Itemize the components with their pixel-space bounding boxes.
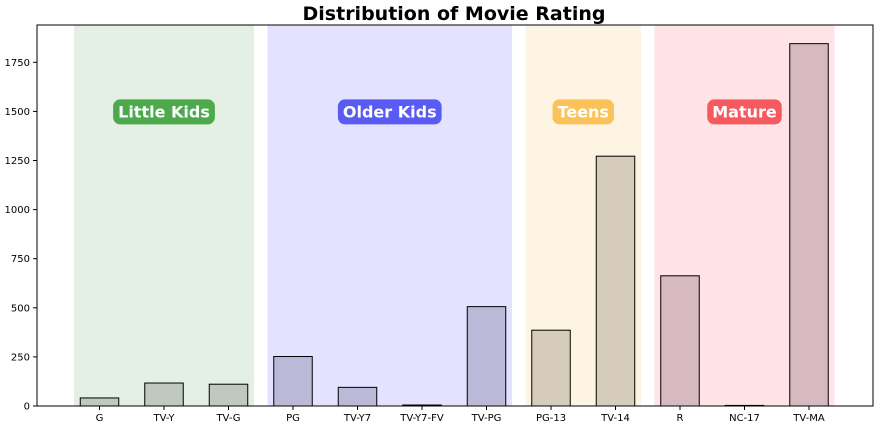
- y-tick-label-1500: 1500: [5, 107, 30, 118]
- bar-tv-ma: [789, 43, 829, 407]
- y-tick-label-1250: 1250: [5, 156, 30, 167]
- bar-pg: [273, 356, 313, 407]
- x-tick-label-tv-14: TV-14: [600, 413, 630, 424]
- x-tick-label-tv-y: TV-Y: [153, 413, 176, 424]
- x-tick-label-g: G: [96, 413, 104, 424]
- x-tick-label-tv-y7-fv: TV-Y7-FV: [399, 413, 444, 424]
- bar-g: [79, 397, 120, 407]
- chart-title: Distribution of Movie Rating: [303, 3, 606, 25]
- y-tick-label-1000: 1000: [5, 205, 30, 216]
- group-label-text-2: Teens: [558, 102, 609, 121]
- bar-r: [660, 275, 700, 407]
- bar-tv-g: [208, 383, 249, 407]
- y-tick-label-1750: 1750: [5, 58, 30, 69]
- x-tick-label-pg: PG: [286, 413, 300, 424]
- x-tick-label-tv-pg: TV-PG: [471, 413, 502, 424]
- x-tick-label-tv-ma: TV-MA: [792, 413, 825, 424]
- group-label-1: Older Kids: [337, 99, 442, 125]
- group-label-text-3: Mature: [712, 102, 777, 121]
- bar-tv-y: [144, 382, 184, 407]
- y-tick-label-0: 0: [24, 402, 30, 413]
- bar-tv-pg: [466, 306, 507, 407]
- y-tick-label-500: 500: [11, 303, 30, 314]
- y-tick-label-250: 250: [11, 352, 30, 363]
- x-tick-label-pg-13: PG-13: [536, 413, 566, 424]
- group-label-text-1: Older Kids: [343, 102, 437, 121]
- bar-tv-y7: [337, 386, 378, 407]
- group-label-text-0: Little Kids: [118, 102, 210, 121]
- bar-tv-14: [595, 155, 636, 407]
- plot-frame: [36, 24, 874, 407]
- x-tick-label-tv-y7: TV-Y7: [343, 413, 371, 424]
- group-label-0: Little Kids: [113, 99, 215, 125]
- group-label-bg-1: [337, 99, 442, 125]
- group-label-3: Mature: [707, 99, 782, 125]
- group-label-bg-2: [552, 99, 614, 125]
- x-tick-label-tv-g: TV-G: [215, 413, 240, 424]
- bar-pg-13: [531, 329, 571, 407]
- x-tick-label-nc-17: NC-17: [729, 413, 760, 424]
- y-tick-label-750: 750: [11, 254, 30, 265]
- x-tick-label-r: R: [677, 413, 684, 424]
- group-label-2: Teens: [552, 99, 614, 125]
- group-label-bg-3: [707, 99, 782, 125]
- group-label-bg-0: [113, 99, 215, 125]
- group-band-0: [74, 25, 254, 406]
